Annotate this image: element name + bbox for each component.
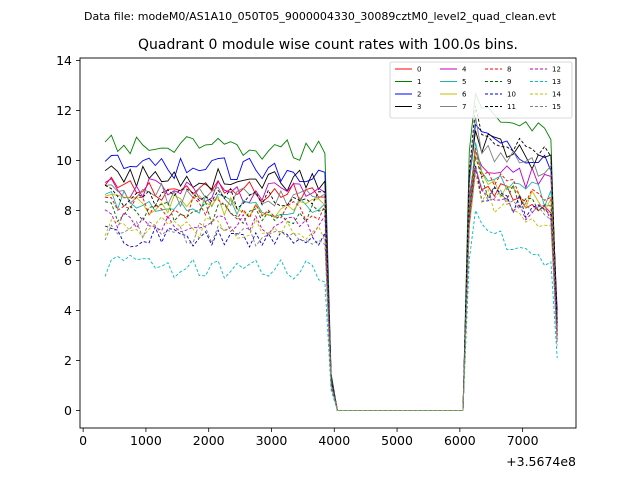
series-line-0 (104, 167, 558, 411)
series-line-4 (104, 149, 558, 411)
y-tick-label: 10 (56, 153, 72, 168)
legend-label-13: 13 (552, 78, 561, 86)
legend-label-1: 1 (417, 78, 421, 86)
y-tick-label: 2 (64, 353, 72, 368)
suptitle: Data file: modeM0/AS1A10_050T05_90000043… (84, 10, 557, 23)
x-tick-label: 6000 (444, 433, 476, 448)
legend-label-6: 6 (462, 91, 467, 99)
series-line-11 (104, 105, 558, 411)
y-tick-label: 0 (64, 403, 72, 418)
chart-title: Quadrant 0 module wise count rates with … (138, 37, 518, 53)
x-tick-label: 4000 (318, 433, 350, 448)
legend-label-5: 5 (462, 78, 466, 86)
legend-label-8: 8 (507, 66, 511, 74)
legend-label-14: 14 (552, 91, 561, 99)
series-line-12 (104, 169, 558, 411)
y-tick-label: 4 (64, 303, 72, 318)
y-axis: 0 2 4 6 8 10 12 14 (56, 53, 80, 418)
series-line-13 (104, 208, 558, 411)
legend-label-2: 2 (417, 91, 421, 99)
series-line-7 (105, 116, 558, 411)
x-tick-label: 1000 (130, 433, 162, 448)
series-line-15 (104, 167, 558, 411)
axes-frame (79, 57, 577, 429)
series-lines (104, 91, 558, 411)
legend-label-3: 3 (417, 103, 421, 111)
x-tick-label: 5000 (381, 433, 413, 448)
x-tick-label: 0 (79, 433, 87, 448)
legend-box (389, 61, 573, 119)
series-line-9 (105, 156, 558, 411)
x-axis: 0 1000 2000 3000 4000 5000 6000 7000 (79, 428, 539, 448)
legend-label-9: 9 (507, 78, 511, 86)
x-tick-label: 7000 (507, 433, 539, 448)
legend-label-12: 12 (552, 66, 561, 74)
legend-label-11: 11 (507, 103, 516, 111)
x-tick-label: 3000 (256, 433, 288, 448)
legend-label-15: 15 (552, 103, 561, 111)
series-line-8 (105, 147, 558, 411)
series-line-14 (104, 173, 558, 411)
x-tick-label: 2000 (193, 433, 225, 448)
legend-label-0: 0 (417, 66, 421, 74)
legend-label-4: 4 (462, 66, 467, 74)
y-tick-label: 14 (56, 53, 72, 68)
series-line-1 (104, 91, 558, 411)
legend-label-7: 7 (462, 103, 466, 111)
y-tick-label: 12 (56, 103, 72, 118)
y-tick-label: 8 (64, 203, 72, 218)
series-line-10 (104, 164, 558, 411)
y-tick-label: 6 (64, 253, 72, 268)
series-line-3 (104, 130, 558, 411)
legend-label-10: 10 (507, 91, 516, 99)
x-offset-label: +3.5674e8 (506, 454, 576, 469)
